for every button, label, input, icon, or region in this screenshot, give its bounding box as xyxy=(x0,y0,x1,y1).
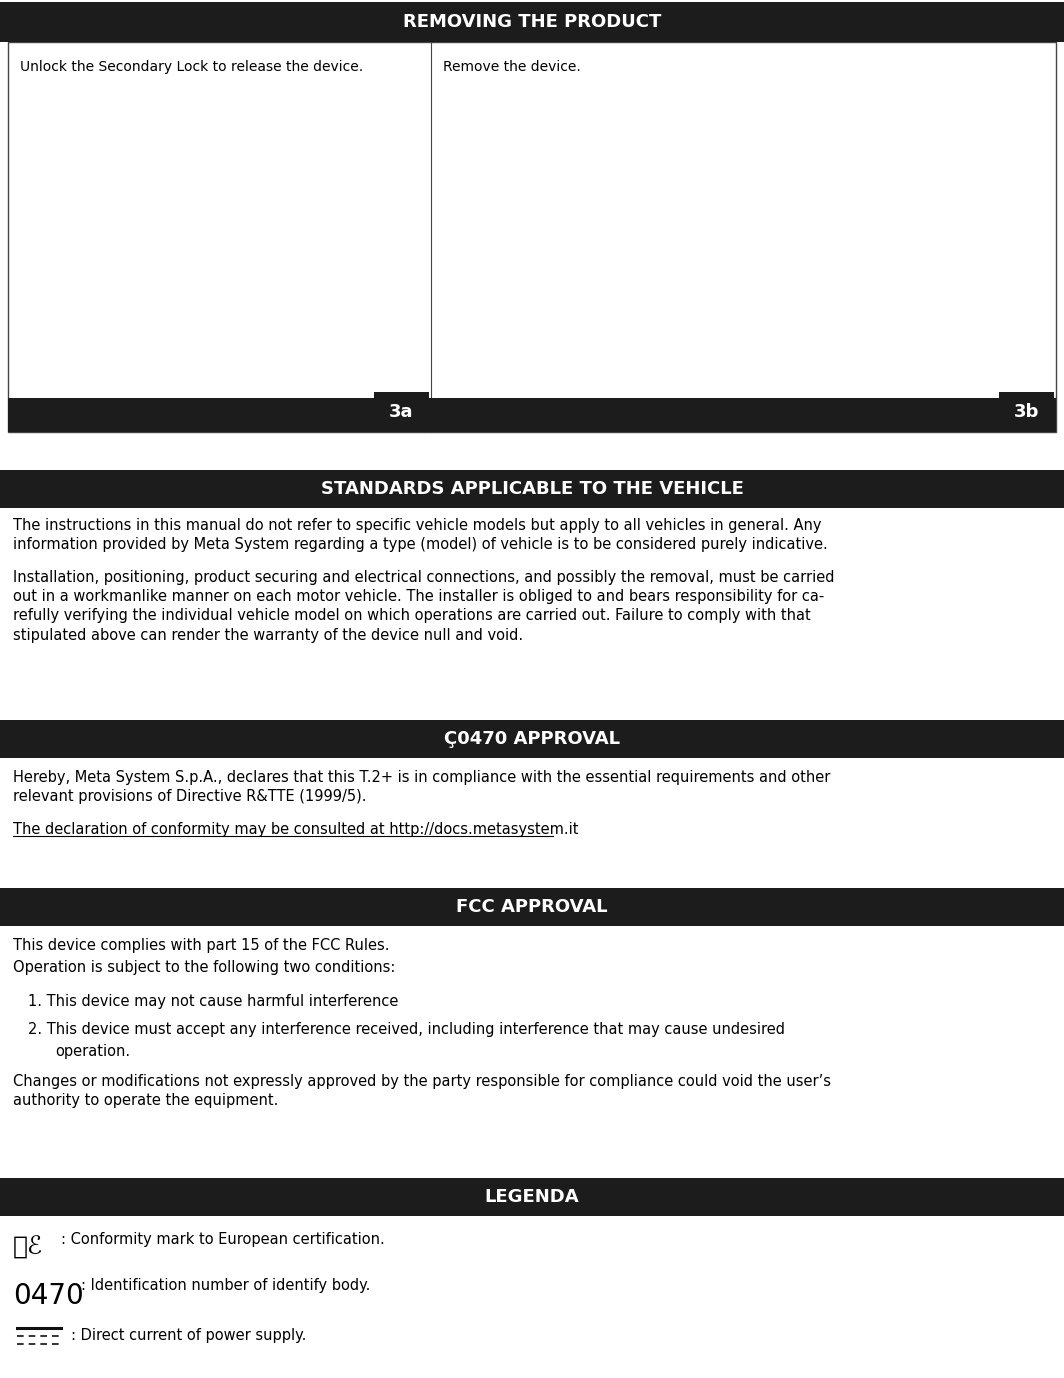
Text: : Direct current of power supply.: : Direct current of power supply. xyxy=(71,1328,306,1344)
Text: operation.: operation. xyxy=(55,1045,130,1060)
Text: STANDARDS APPLICABLE TO THE VEHICLE: STANDARDS APPLICABLE TO THE VEHICLE xyxy=(320,480,744,497)
Text: Ç0470 APPROVAL: Ç0470 APPROVAL xyxy=(444,730,620,748)
Text: : Conformity mark to European certification.: : Conformity mark to European certificat… xyxy=(61,1232,385,1247)
FancyBboxPatch shape xyxy=(0,887,1064,926)
FancyBboxPatch shape xyxy=(9,398,431,431)
Text: Remove the device.: Remove the device. xyxy=(443,61,581,74)
Text: The instructions in this manual do not refer to specific vehicle models but appl: The instructions in this manual do not r… xyxy=(13,518,828,553)
Text: 1. This device may not cause harmful interference: 1. This device may not cause harmful int… xyxy=(28,994,398,1009)
FancyBboxPatch shape xyxy=(0,1,1064,41)
FancyBboxPatch shape xyxy=(0,470,1064,508)
Text: 2. This device must accept any interference received, including interference tha: 2. This device must accept any interfere… xyxy=(28,1022,785,1038)
FancyBboxPatch shape xyxy=(999,391,1054,431)
Text: Operation is subject to the following two conditions:: Operation is subject to the following tw… xyxy=(13,960,396,976)
FancyBboxPatch shape xyxy=(9,41,1055,431)
FancyBboxPatch shape xyxy=(431,398,1055,431)
FancyBboxPatch shape xyxy=(0,719,1064,758)
Text: The declaration of conformity may be consulted at http://docs.metasystem.it: The declaration of conformity may be con… xyxy=(13,823,579,836)
Text: Ⓒℰ: Ⓒℰ xyxy=(13,1236,44,1259)
Text: : Identification number of identify body.: : Identification number of identify body… xyxy=(81,1277,370,1293)
Text: This device complies with part 15 of the FCC Rules.: This device complies with part 15 of the… xyxy=(13,938,389,954)
Text: Hereby, Meta System S.p.A., declares that this T.2+ is in compliance with the es: Hereby, Meta System S.p.A., declares tha… xyxy=(13,770,830,805)
FancyBboxPatch shape xyxy=(373,391,429,431)
Text: FCC APPROVAL: FCC APPROVAL xyxy=(456,898,608,916)
Text: Installation, positioning, product securing and electrical connections, and poss: Installation, positioning, product secur… xyxy=(13,570,834,642)
FancyBboxPatch shape xyxy=(0,1178,1064,1215)
Text: 3a: 3a xyxy=(389,402,414,422)
Text: REMOVING THE PRODUCT: REMOVING THE PRODUCT xyxy=(403,12,661,30)
Text: LEGENDA: LEGENDA xyxy=(485,1188,579,1206)
Text: 0470: 0470 xyxy=(13,1282,84,1310)
Text: Unlock the Secondary Lock to release the device.: Unlock the Secondary Lock to release the… xyxy=(20,61,363,74)
Text: Changes or modifications not expressly approved by the party responsible for com: Changes or modifications not expressly a… xyxy=(13,1073,831,1108)
Text: 3b: 3b xyxy=(1014,402,1040,422)
